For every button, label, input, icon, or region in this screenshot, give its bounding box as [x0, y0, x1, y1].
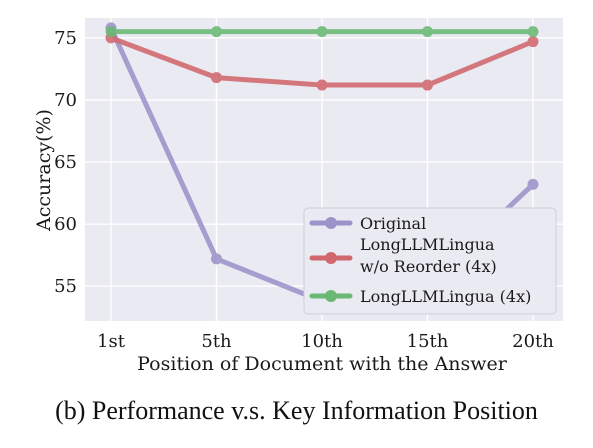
y-axis-label: Accuracy(%)	[33, 109, 55, 232]
point-s2-10th	[316, 26, 328, 38]
x-tick-15th: 15th	[407, 331, 449, 352]
point-s2-20th	[527, 26, 539, 38]
legend-label-no-reorder-line2: w/o Reorder (4x)	[360, 257, 497, 276]
x-tick-labels: 1st 5th 10th 15th 20th	[97, 331, 554, 352]
figure-caption: (b) Performance v.s. Key Information Pos…	[55, 396, 538, 425]
point-s1-5th	[211, 72, 222, 84]
y-tick-labels: 55 60 65 70 75	[54, 28, 77, 297]
legend-label-no-reorder-line1: LongLLMLingua	[360, 235, 495, 254]
point-s1-15th	[422, 79, 433, 91]
x-tick-20th: 20th	[512, 331, 554, 352]
point-s2-15th	[422, 26, 433, 38]
point-s0-5th	[211, 253, 222, 265]
point-s0-20th	[527, 178, 539, 190]
legend-marker-original	[325, 217, 337, 229]
legend-box	[303, 207, 557, 315]
point-s2-1st	[105, 26, 117, 38]
line-chart: 55 60 65 70 75 1st 5th 10th 15th 20th Accuracy(%…	[33, 18, 563, 375]
legend-item-longllmlingua: LongLLMLingua (4x)	[309, 287, 531, 306]
legend-marker-longllmlingua	[325, 290, 337, 302]
y-tick-55: 55	[54, 276, 77, 297]
y-tick-65: 65	[54, 152, 77, 173]
point-s2-5th	[211, 26, 222, 38]
point-s1-10th	[316, 79, 328, 91]
y-tick-75: 75	[54, 28, 77, 49]
legend-marker-no-reorder	[325, 252, 337, 264]
y-tick-60: 60	[54, 214, 77, 235]
x-tick-1st: 1st	[97, 331, 126, 352]
x-axis-label: Position of Document with the Answer	[137, 353, 508, 375]
legend: Original LongLLMLingua w/o Reorder (4x) …	[303, 207, 557, 315]
x-tick-10th: 10th	[301, 331, 343, 352]
legend-item-longllmlingua-no-reorder: LongLLMLingua w/o Reorder (4x)	[309, 235, 497, 276]
legend-label-longllmlingua: LongLLMLingua (4x)	[360, 287, 531, 306]
x-tick-5th: 5th	[201, 331, 232, 352]
series-2	[105, 26, 539, 38]
y-tick-70: 70	[54, 90, 77, 111]
legend-item-original: Original	[309, 214, 426, 233]
series-1	[105, 32, 539, 91]
legend-label-original: Original	[360, 214, 426, 233]
point-s1-20th	[527, 36, 539, 48]
